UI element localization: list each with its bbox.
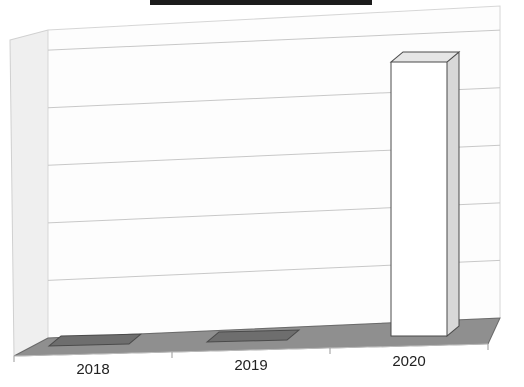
- x-tick-label-2019: 2019: [234, 357, 267, 374]
- x-axis-ticks: [13, 344, 489, 362]
- gridline: [47, 29, 501, 51]
- bar-side-2020: [446, 50, 460, 338]
- x-tick-label-2020: 2020: [392, 353, 425, 370]
- x-tick-label-2018: 2018: [76, 361, 109, 378]
- bar-2018: [47, 333, 143, 347]
- title-bar: [150, 0, 372, 5]
- bar-2019: [205, 329, 301, 343]
- x-axis-line: [13, 343, 489, 357]
- bars-group: [47, 50, 461, 347]
- bar-2020: [390, 61, 448, 337]
- bar-top-2020: [389, 51, 461, 63]
- chart-left-wall: [9, 29, 49, 357]
- x-axis-labels: 2018 2019 2020: [76, 353, 425, 378]
